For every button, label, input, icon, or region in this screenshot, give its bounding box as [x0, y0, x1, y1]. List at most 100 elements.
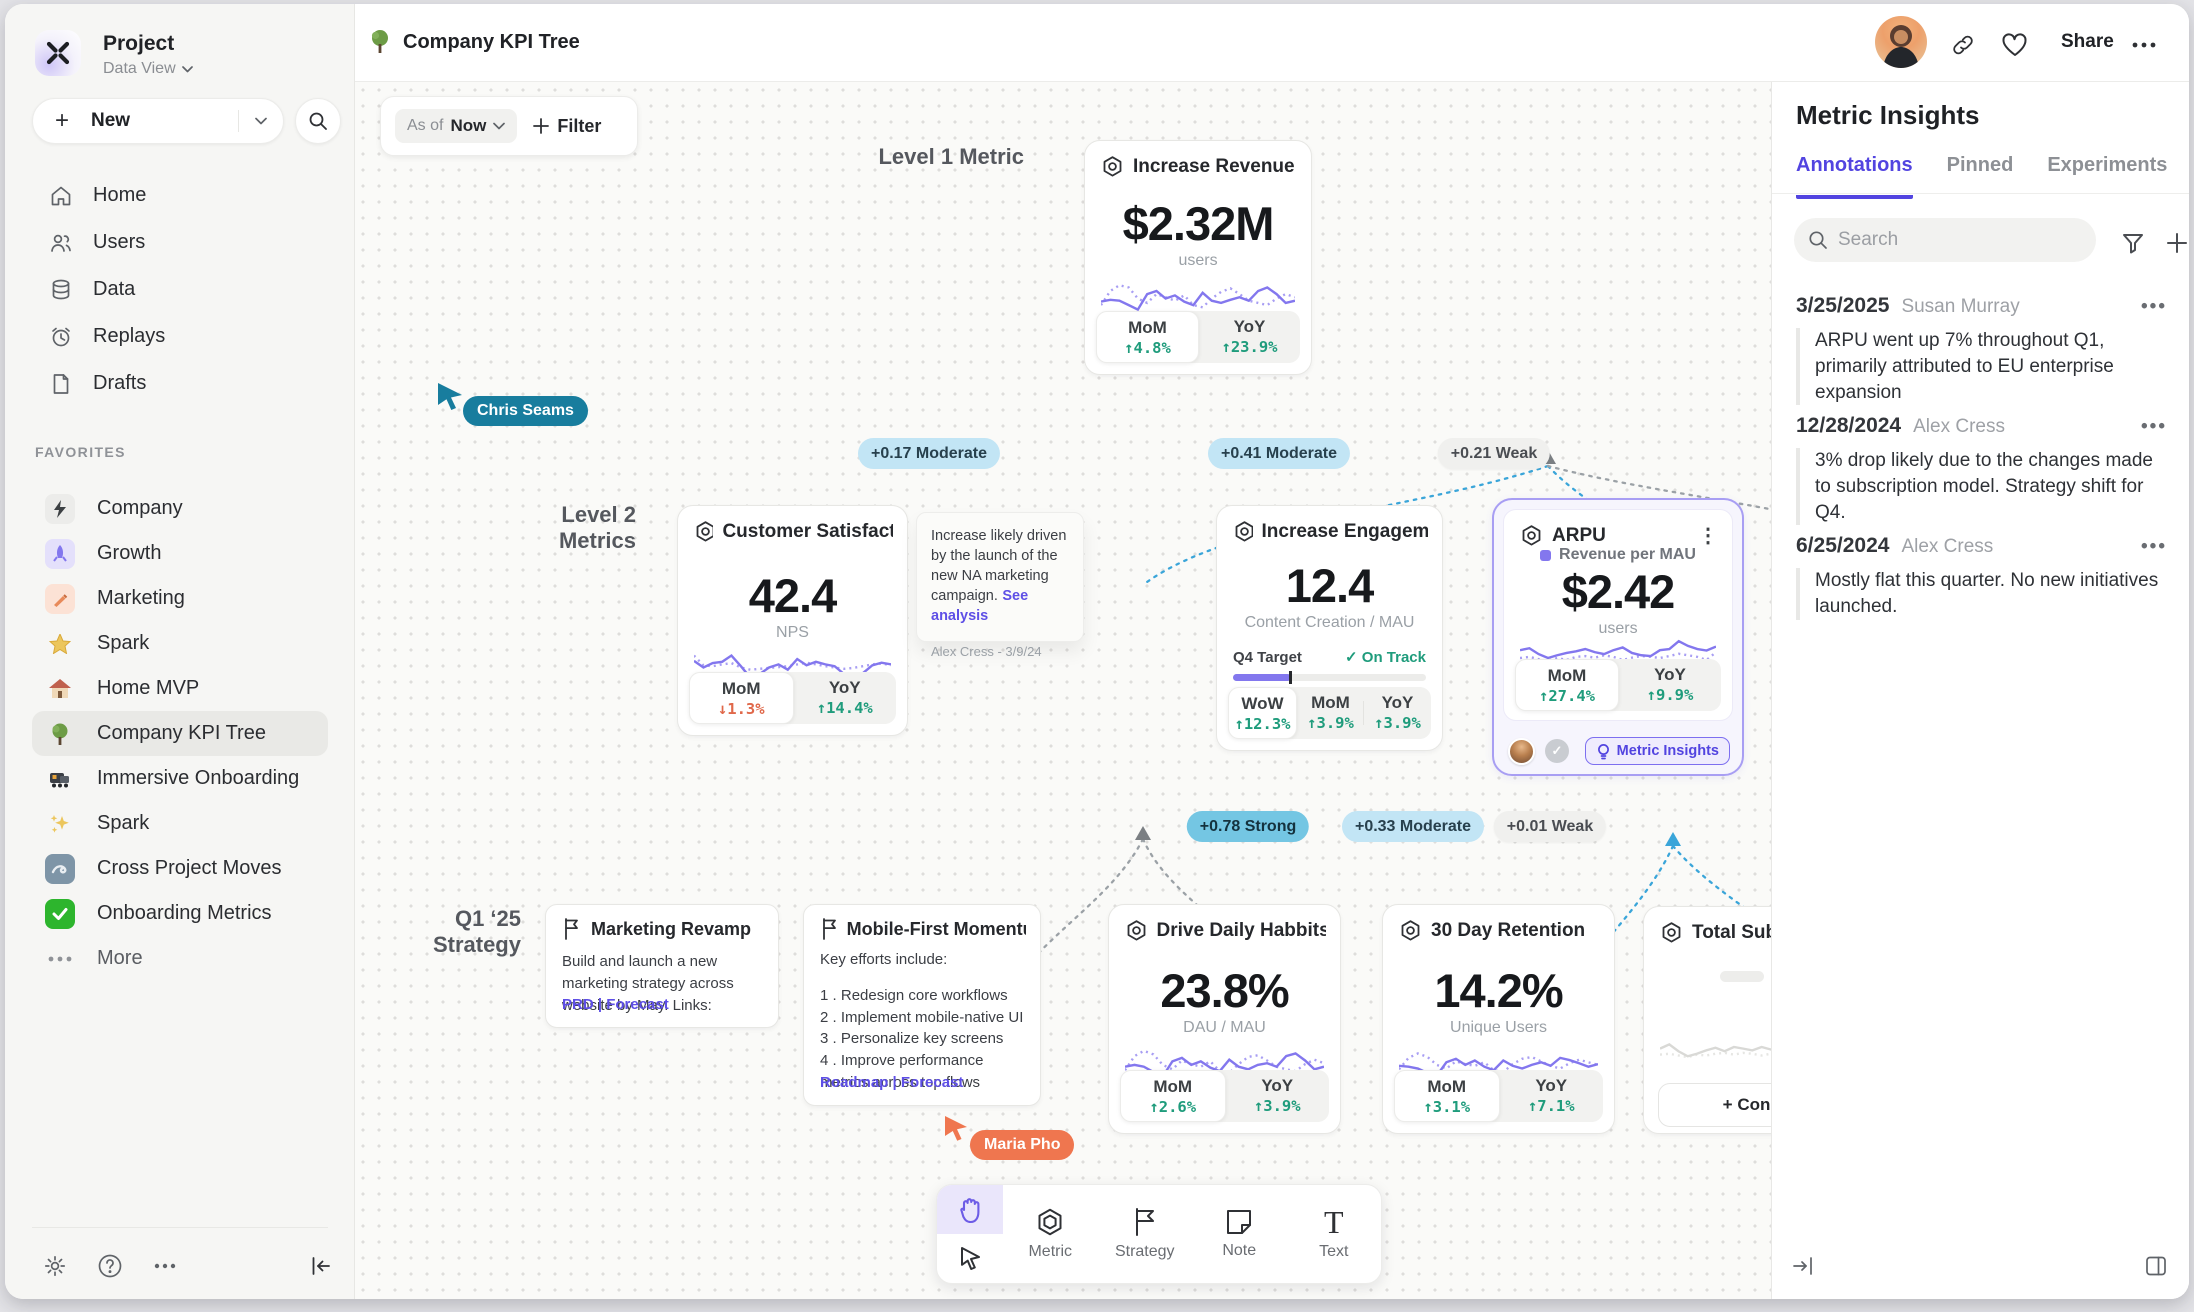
help-icon: [98, 1254, 122, 1278]
legend-swatch: [1540, 549, 1552, 561]
sidebar-item-drafts[interactable]: Drafts: [5, 360, 354, 407]
plus-icon: [533, 118, 550, 134]
metric-tool-button[interactable]: Metric: [1003, 1185, 1098, 1283]
metric-card-drive-daily-habbits[interactable]: Drive Daily Habbits 23.8% DAU / MAU MoM …: [1108, 904, 1341, 1134]
collapse-sidebar-button[interactable]: [301, 1246, 341, 1286]
sidebar-item-replays[interactable]: Replays: [5, 313, 354, 360]
target-label: Q4 Target: [1233, 648, 1302, 666]
card-title: Drive Daily Habbits: [1156, 919, 1326, 941]
search-icon: [1809, 231, 1827, 249]
annotation-item[interactable]: 6/25/2024 Alex Cress ••• Mostly flat thi…: [1796, 534, 2167, 620]
card-menu-icon[interactable]: ⋮: [1698, 524, 1718, 547]
favorite-button[interactable]: [1998, 28, 2032, 62]
collapse-panel-button[interactable]: [1786, 1249, 1820, 1283]
edge-label-strong: +0.78 Strong: [1186, 811, 1310, 842]
sidebar-search-button[interactable]: [295, 98, 341, 144]
target-progress-track: [1233, 671, 1426, 684]
canvas-note[interactable]: Increase likely driven by the launch of …: [916, 512, 1084, 659]
delta-yoy: YoY ↑3.9%: [1253, 1076, 1301, 1115]
tab-annotations[interactable]: Annotations: [1796, 154, 1913, 199]
sidebar-item-growth[interactable]: Growth: [5, 531, 327, 576]
metric-card-arpu[interactable]: ARPU ⋮ Revenue per MAU $2.42 users MoM ↑…: [1503, 509, 1733, 721]
delta-mom: MoM ↓1.3%: [689, 672, 794, 724]
card-title: Increase Engagement: [1261, 520, 1429, 542]
metric-card-arpu-selected[interactable]: ARPU ⋮ Revenue per MAU $2.42 users MoM ↑…: [1492, 498, 1744, 776]
workspace-logo[interactable]: [35, 30, 81, 76]
as-of-value: Now: [450, 116, 487, 135]
delta-footer: MoM ↑2.6% YoY ↑3.9%: [1120, 1070, 1329, 1122]
verified-badge-icon: ✓: [1545, 739, 1569, 763]
tab-pinned[interactable]: Pinned: [1946, 154, 2014, 176]
strategy-card-marketing-revamp[interactable]: Marketing Revamp Build and launch a new …: [545, 904, 779, 1028]
sidebar-item-users[interactable]: Users: [5, 219, 354, 266]
annotations-search[interactable]: [1794, 218, 2096, 262]
annotation-date: 6/25/2024: [1796, 534, 1890, 557]
sidebar-item-home-mvp[interactable]: Home MVP: [5, 666, 327, 711]
delta-yoy: YoY ↑7.1%: [1527, 1076, 1575, 1115]
sidebar-item-company-kpi-tree[interactable]: Company KPI Tree: [32, 711, 328, 756]
settings-button[interactable]: [35, 1246, 75, 1286]
sidebar-item-cross-project-moves[interactable]: Cross Project Moves: [5, 846, 327, 891]
as-of-selector[interactable]: As of Now: [395, 109, 518, 143]
annotation-menu-icon[interactable]: •••: [2141, 296, 2167, 317]
sidebar-item-data[interactable]: Data: [5, 266, 354, 313]
panel-layout-button[interactable]: [2139, 1249, 2173, 1283]
hand-tool-button[interactable]: [937, 1185, 1003, 1234]
user-avatar[interactable]: [1875, 16, 1927, 68]
copy-link-button[interactable]: [1946, 28, 1980, 62]
annotation-item[interactable]: 12/28/2024 Alex Cress ••• 3% drop likely…: [1796, 414, 2167, 526]
annotation-author: Alex Cress: [1901, 536, 1994, 557]
target-progress-fill: [1233, 671, 1292, 684]
sidebar-item-marketing[interactable]: Marketing: [5, 576, 327, 621]
select-tool-button[interactable]: [937, 1234, 1003, 1283]
search-input[interactable]: [1838, 229, 2068, 251]
note-tool-button[interactable]: Note: [1192, 1185, 1287, 1283]
new-dropdown-chevron[interactable]: [239, 117, 283, 125]
sidebar-item-home[interactable]: Home: [5, 172, 354, 219]
sidebar-item-immersive-onboarding[interactable]: Immersive Onboarding: [5, 756, 327, 801]
note-author: Alex Cress - 3/9/24: [931, 644, 1042, 659]
project-view-switcher[interactable]: Data View: [103, 60, 193, 78]
sidebar-item-company[interactable]: Company: [5, 486, 327, 531]
metric-unit: Unique Users: [1450, 1019, 1547, 1036]
metric-unit: NPS: [776, 624, 809, 641]
metric-card-customer-satisfaction[interactable]: Customer Satisfaction 42.4 NPS MoM ↓1.3%…: [677, 505, 908, 736]
tab-experiments[interactable]: Experiments: [2047, 154, 2168, 176]
metric-card-increase-revenue[interactable]: Increase Revenue $2.32M users MoM ↑4.8% …: [1084, 140, 1312, 375]
sidebar-item-spark-2[interactable]: Spark: [5, 801, 327, 846]
annotation-menu-icon[interactable]: •••: [2141, 416, 2167, 437]
strategy-tool-button[interactable]: Strategy: [1098, 1185, 1193, 1283]
strategy-body: Build and launch a new marketing strateg…: [562, 953, 734, 1014]
ellipsis-icon: [154, 1263, 176, 1269]
annotation-text: ARPU went up 7% throughout Q1, primarily…: [1796, 328, 2167, 406]
new-button[interactable]: + New: [32, 98, 284, 144]
topbar-more-button[interactable]: [2127, 28, 2161, 62]
metric-card-30-day-retention[interactable]: 30 Day Retention 14.2% Unique Users MoM …: [1382, 904, 1615, 1134]
sidebar-item-more[interactable]: More: [5, 936, 327, 981]
annotation-menu-icon[interactable]: •••: [2141, 536, 2167, 557]
metric-card-increase-engagement[interactable]: Increase Engagement 12.4 Content Creatio…: [1216, 505, 1443, 751]
target-status: ✓ On Track: [1345, 649, 1426, 666]
strategy-card-mobile-first[interactable]: Mobile-First Momentum Key efforts includ…: [803, 904, 1041, 1106]
card-title: Customer Satisfaction: [722, 520, 893, 542]
see-analysis-link[interactable]: See analysis: [931, 588, 1029, 624]
annotation-item[interactable]: 3/25/2025 Susan Murray ••• ARPU went up …: [1796, 294, 2167, 406]
help-button[interactable]: [90, 1246, 130, 1286]
tree-icon: [45, 719, 75, 749]
text-tool-button[interactable]: T Text: [1319, 1204, 1349, 1260]
note-text: Increase likely driven by the launch of …: [931, 528, 1067, 604]
sidebar-more-button[interactable]: [145, 1246, 185, 1286]
view-controls: As of Now Filter: [380, 96, 638, 156]
filter-button[interactable]: Filter: [533, 116, 601, 137]
sidebar-item-onboarding-metrics[interactable]: Onboarding Metrics: [5, 891, 327, 936]
edge-label-moderate: +0.41 Moderate: [1207, 438, 1351, 469]
metric-insights-button[interactable]: Metric Insights: [1584, 737, 1730, 765]
add-annotation-button[interactable]: [2162, 228, 2189, 258]
strategy-links[interactable]: PRD | Forecast: [562, 996, 669, 1013]
delta-wow: WoW ↑12.3%: [1228, 687, 1297, 739]
strategy-links[interactable]: Roadmap | Forecast: [820, 1074, 964, 1091]
filter-annotations-button[interactable]: [2118, 228, 2148, 258]
share-button[interactable]: Share: [2061, 31, 2114, 52]
draft-file-icon: [53, 373, 69, 394]
sidebar-item-spark[interactable]: Spark: [5, 621, 327, 666]
